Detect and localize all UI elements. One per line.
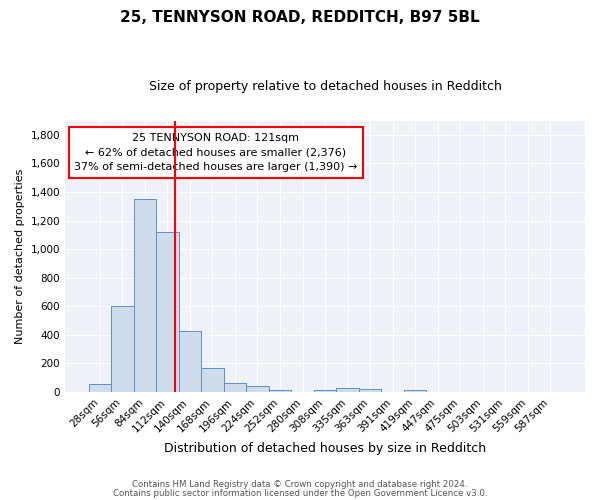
- Text: Contains HM Land Registry data © Crown copyright and database right 2024.: Contains HM Land Registry data © Crown c…: [132, 480, 468, 489]
- Bar: [314, 390, 336, 392]
- Text: Contains public sector information licensed under the Open Government Licence v3: Contains public sector information licen…: [113, 490, 487, 498]
- Bar: [246, 386, 269, 392]
- Bar: [224, 384, 246, 392]
- Text: 25 TENNYSON ROAD: 121sqm
← 62% of detached houses are smaller (2,376)
37% of sem: 25 TENNYSON ROAD: 121sqm ← 62% of detach…: [74, 133, 358, 172]
- Bar: [134, 199, 156, 392]
- Bar: [404, 390, 427, 392]
- Bar: [156, 232, 179, 392]
- Bar: [201, 368, 224, 392]
- Bar: [111, 306, 134, 392]
- Y-axis label: Number of detached properties: Number of detached properties: [15, 168, 25, 344]
- Bar: [336, 388, 359, 392]
- Text: 25, TENNYSON ROAD, REDDITCH, B97 5BL: 25, TENNYSON ROAD, REDDITCH, B97 5BL: [120, 10, 480, 25]
- Bar: [179, 331, 201, 392]
- Bar: [269, 390, 291, 392]
- X-axis label: Distribution of detached houses by size in Redditch: Distribution of detached houses by size …: [164, 442, 486, 455]
- Title: Size of property relative to detached houses in Redditch: Size of property relative to detached ho…: [149, 80, 502, 93]
- Bar: [89, 384, 111, 392]
- Bar: [359, 389, 381, 392]
